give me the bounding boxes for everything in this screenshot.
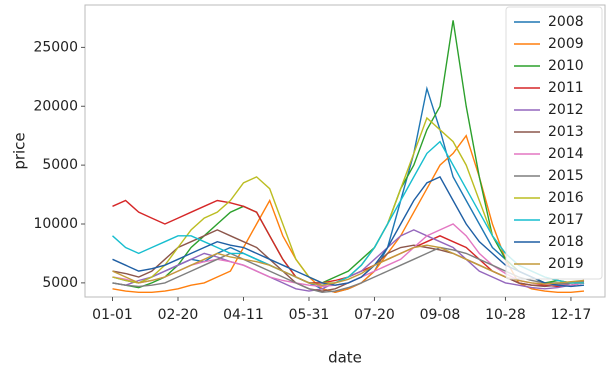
legend-label: 2019 [548,256,584,272]
x-tick-label: 07-20 [354,307,395,323]
x-tick-label: 01-01 [92,307,133,323]
x-axis-label: date [328,349,362,367]
y-tick-label: 5000 [42,157,78,173]
x-tick-label: 09-08 [420,307,461,323]
legend-label: 2010 [548,58,584,74]
y-tick-label: 10000 [33,216,78,232]
x-tick-label: 10-28 [485,307,526,323]
legend-label: 2013 [548,124,584,140]
legend-label: 2008 [548,14,584,30]
y-axis-label: price [11,132,29,169]
y-tick-label: 20000 [33,98,78,114]
legend-label: 2017 [548,212,584,228]
x-tick-label: 02-20 [158,307,199,323]
y-tick-label: 5000 [42,275,78,291]
legend-box [505,6,603,280]
x-tick-label: 04-11 [223,307,264,323]
plot-frame [84,4,606,298]
legend-label: 2009 [548,36,584,52]
legend-label: 2011 [548,80,584,96]
legend-label: 2014 [548,146,584,162]
x-tick-label: 12-17 [551,307,592,323]
legend-label: 2016 [548,190,584,206]
legend-label: 2015 [548,168,584,184]
line-series [112,244,585,286]
y-tick-label: 25000 [33,39,78,55]
x-tick-label: 05-31 [289,307,330,323]
legend-label: 2012 [548,102,584,118]
legend-label: 2018 [548,234,584,250]
